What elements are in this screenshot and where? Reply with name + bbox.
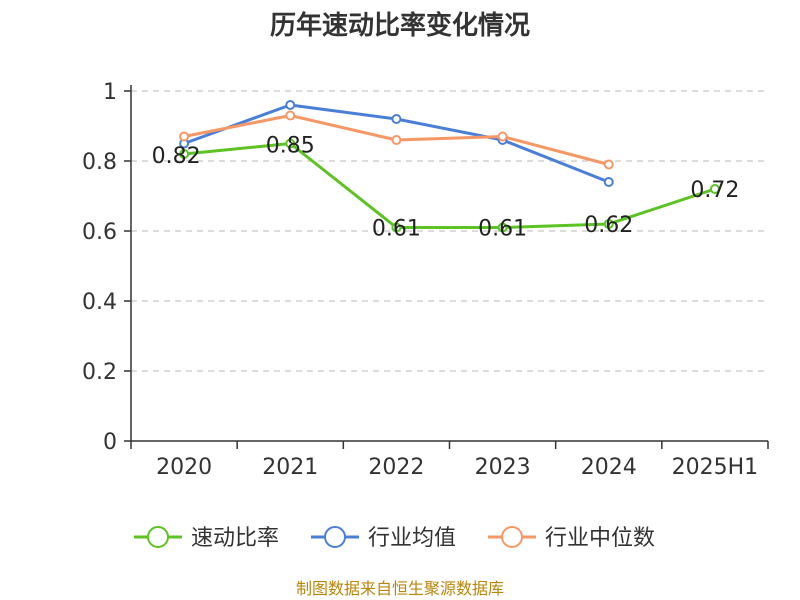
y-tick-label: 0 bbox=[103, 430, 117, 455]
x-tick-label: 2021 bbox=[262, 455, 318, 480]
data-point bbox=[285, 110, 296, 121]
data-label: 0.61 bbox=[372, 217, 421, 242]
data-point bbox=[391, 222, 402, 233]
legend-label: 行业中位数 bbox=[545, 526, 655, 551]
series-2 bbox=[179, 110, 614, 170]
data-point bbox=[179, 149, 190, 159]
legend-item: 行业中位数 bbox=[488, 526, 655, 551]
data-point bbox=[497, 222, 508, 233]
data-label: 0.62 bbox=[584, 213, 633, 238]
source-note: 制图数据来自恒生聚源数据库 bbox=[296, 579, 504, 598]
x-tick-label: 2024 bbox=[581, 455, 637, 480]
y-tick-label: 0.4 bbox=[82, 290, 117, 315]
legend-label: 行业均值 bbox=[368, 526, 456, 551]
legend-marker bbox=[147, 526, 169, 548]
x-tick-label: 2025H1 bbox=[672, 455, 759, 480]
legend-item: 行业均值 bbox=[311, 526, 456, 551]
chart-title: 历年速动比率变化情况 bbox=[270, 10, 530, 41]
data-label: 0.61 bbox=[478, 217, 527, 242]
y-tick-label: 1 bbox=[103, 80, 117, 105]
y-tick-label: 0.6 bbox=[82, 220, 117, 245]
axes: 0 0.2 0.4 0.6 0.8 1 2020 2021 2022 2023 2024 2025H1 bbox=[82, 80, 769, 480]
data-point bbox=[391, 114, 402, 124]
data-label: 0.72 bbox=[690, 178, 739, 203]
data-point bbox=[285, 138, 296, 149]
legend-marker bbox=[324, 526, 346, 548]
x-tick-label: 2023 bbox=[475, 455, 531, 480]
legend-label: 速动比率 bbox=[191, 526, 279, 551]
y-tick-label: 0.2 bbox=[82, 360, 117, 385]
x-tick-label: 2022 bbox=[368, 455, 424, 480]
data-point bbox=[285, 100, 296, 110]
series-0 bbox=[179, 138, 720, 233]
x-tick-label: 2020 bbox=[156, 455, 212, 480]
data-label: 0.85 bbox=[266, 134, 315, 159]
series-layer bbox=[179, 100, 720, 233]
data-labels: 0.82 0.85 0.61 0.61 0.62 0.72 bbox=[152, 134, 740, 242]
gridlines bbox=[131, 90, 768, 372]
series-line bbox=[183, 142, 716, 229]
data-point bbox=[603, 219, 614, 229]
legend-item: 速动比率 bbox=[134, 526, 279, 551]
data-point bbox=[603, 177, 614, 187]
data-point bbox=[603, 159, 614, 170]
data-label: 0.82 bbox=[152, 144, 201, 169]
data-point bbox=[497, 131, 508, 142]
data-point bbox=[179, 131, 190, 142]
data-point bbox=[391, 135, 402, 145]
y-tick-label: 0.8 bbox=[82, 150, 117, 175]
legend: 速动比率 行业均值 行业中位数 bbox=[134, 526, 655, 551]
data-point bbox=[709, 184, 720, 194]
legend-marker bbox=[501, 526, 523, 548]
